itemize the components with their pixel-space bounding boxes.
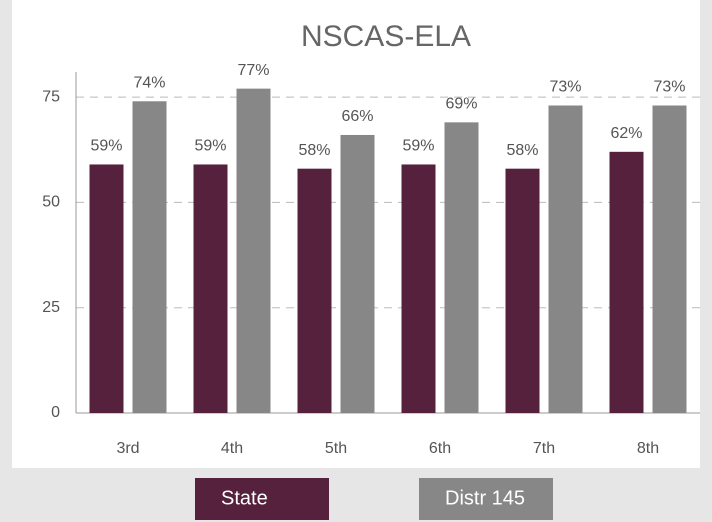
y-tick-label: 25	[42, 299, 60, 316]
x-tick-label: 7th	[533, 440, 555, 457]
value-label: 58%	[506, 142, 538, 159]
x-tick-label: 3rd	[116, 440, 139, 457]
y-tick-label: 0	[51, 404, 60, 421]
x-tick-label: 8th	[637, 440, 659, 457]
value-label: 73%	[653, 79, 685, 96]
value-label: 59%	[402, 138, 434, 155]
value-label: 74%	[133, 74, 165, 91]
bar	[132, 101, 167, 414]
y-tick-label: 75	[42, 88, 60, 105]
y-tick-label: 50	[42, 194, 60, 211]
bar	[236, 88, 271, 413]
bar	[340, 134, 375, 413]
value-label: 73%	[549, 79, 581, 96]
value-label: 58%	[298, 142, 330, 159]
bar	[89, 164, 124, 413]
x-tick-label: 6th	[429, 440, 451, 457]
x-tick-label: 4th	[221, 440, 243, 457]
bar	[505, 168, 540, 413]
chart-title: NSCAS-ELA	[301, 20, 471, 53]
legend-label: Distr 145	[445, 487, 525, 509]
value-label: 66%	[341, 108, 373, 125]
bar	[297, 168, 332, 413]
value-label: 59%	[90, 138, 122, 155]
legend-swatch	[419, 478, 553, 520]
x-tick-label: 5th	[325, 440, 347, 457]
bar	[548, 105, 583, 414]
bar	[652, 105, 687, 414]
legend-swatch	[195, 478, 329, 520]
value-label: 77%	[237, 62, 269, 79]
legend-label: State	[221, 487, 268, 509]
bar	[401, 164, 436, 413]
bar	[609, 151, 644, 413]
value-label: 69%	[445, 96, 477, 113]
value-label: 59%	[194, 138, 226, 155]
bar	[193, 164, 228, 413]
value-label: 62%	[610, 125, 642, 142]
bar	[444, 122, 479, 414]
